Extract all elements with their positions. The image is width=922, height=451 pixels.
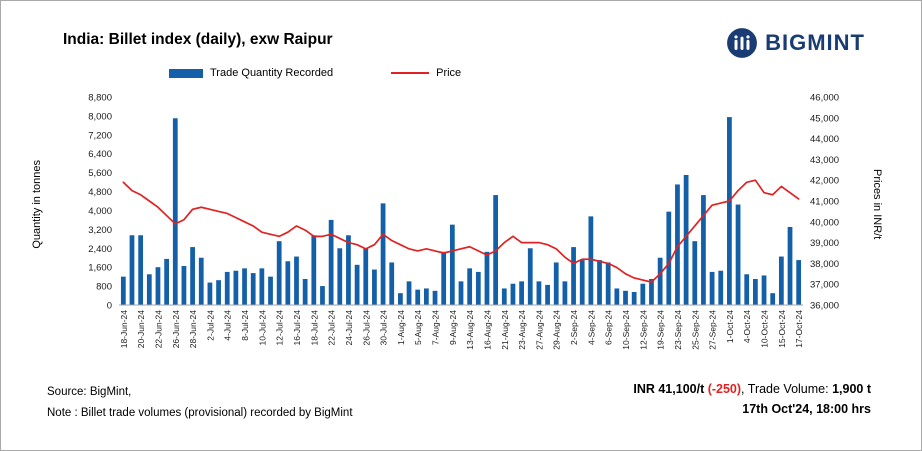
summary-line: INR 41,100/t (-250), Trade Volume: 1,900…: [633, 379, 871, 399]
svg-text:2-Jul-24: 2-Jul-24: [205, 310, 215, 341]
price-summary: INR 41,100/t (-250), Trade Volume: 1,900…: [633, 379, 871, 419]
svg-text:12-Jul-24: 12-Jul-24: [275, 310, 285, 346]
svg-text:36,000: 36,000: [810, 301, 839, 312]
summary-volume-value: 1,900 t: [832, 382, 871, 396]
legend-bar-swatch: [169, 68, 203, 78]
svg-text:23-Aug-24: 23-Aug-24: [517, 310, 527, 350]
svg-text:30-Jul-24: 30-Jul-24: [379, 310, 389, 346]
legend-price-label: Price: [436, 67, 462, 79]
svg-text:26-Jul-24: 26-Jul-24: [361, 310, 371, 346]
svg-text:800: 800: [96, 282, 112, 293]
note-text: Note : Billet trade volumes (provisional…: [47, 407, 353, 420]
svg-text:10-Jul-24: 10-Jul-24: [257, 310, 267, 346]
timestamp-text: 17th Oct'24, 18:00 hrs: [742, 402, 871, 416]
svg-text:22-Jul-24: 22-Jul-24: [327, 310, 337, 346]
quantity-axis-title: Quantity in tonnes: [31, 159, 43, 249]
svg-text:2-Sep-24: 2-Sep-24: [569, 310, 579, 345]
page-title: India: Billet index (daily), exw Raipur: [63, 31, 333, 48]
svg-text:38,000: 38,000: [810, 259, 839, 270]
svg-text:18-Jun-24: 18-Jun-24: [119, 310, 129, 349]
svg-text:41,000: 41,000: [810, 197, 839, 208]
svg-text:3,200: 3,200: [88, 225, 112, 236]
svg-text:37,000: 37,000: [810, 280, 839, 291]
svg-text:27-Sep-24: 27-Sep-24: [708, 310, 718, 350]
legend-item-quantity: Trade Quantity Recorded: [169, 67, 333, 79]
svg-text:1-Aug-24: 1-Aug-24: [396, 310, 406, 345]
svg-text:9-Aug-24: 9-Aug-24: [448, 310, 458, 345]
svg-text:4,000: 4,000: [88, 206, 112, 217]
svg-text:18-Jul-24: 18-Jul-24: [309, 310, 319, 346]
legend-item-price: Price: [391, 67, 461, 79]
svg-text:6-Sep-24: 6-Sep-24: [604, 310, 614, 345]
svg-text:43,000: 43,000: [810, 155, 839, 166]
svg-text:16-Jul-24: 16-Jul-24: [292, 310, 302, 346]
svg-text:1-Oct-24: 1-Oct-24: [725, 310, 735, 343]
svg-text:21-Aug-24: 21-Aug-24: [500, 310, 510, 350]
legend-line-swatch: [391, 71, 430, 75]
source-text: Source: BigMint,: [47, 386, 132, 398]
svg-text:40,000: 40,000: [810, 217, 839, 228]
legend-quantity-label: Trade Quantity Recorded: [210, 67, 334, 79]
svg-text:4,800: 4,800: [88, 187, 112, 198]
chart-legend: Trade Quantity Recorded Price: [169, 67, 461, 79]
svg-text:0: 0: [107, 301, 112, 312]
svg-text:5,600: 5,600: [88, 168, 112, 179]
svg-text:46,000: 46,000: [810, 93, 839, 104]
svg-text:29-Aug-24: 29-Aug-24: [552, 310, 562, 350]
svg-text:4-Sep-24: 4-Sep-24: [586, 310, 596, 345]
svg-text:7-Aug-24: 7-Aug-24: [431, 310, 441, 345]
svg-text:25-Sep-24: 25-Sep-24: [690, 310, 700, 350]
footer-notes: Source: BigMint, Note : Billet trade vol…: [47, 382, 353, 425]
svg-text:12-Sep-24: 12-Sep-24: [638, 310, 648, 350]
svg-text:8,000: 8,000: [88, 111, 112, 122]
svg-text:39,000: 39,000: [810, 238, 839, 249]
svg-text:42,000: 42,000: [810, 176, 839, 187]
svg-text:4-Jul-24: 4-Jul-24: [223, 310, 233, 341]
chart-area: Quantity in tonnes 0 800 1,600 2,400 3,200 4,…: [27, 89, 887, 387]
svg-text:5-Aug-24: 5-Aug-24: [413, 310, 423, 345]
svg-text:10-Sep-24: 10-Sep-24: [621, 310, 631, 350]
svg-text:28-Jun-24: 28-Jun-24: [188, 310, 198, 349]
svg-text:13-Aug-24: 13-Aug-24: [465, 310, 475, 350]
svg-text:6,400: 6,400: [88, 149, 112, 160]
bigmint-logo-icon: [726, 27, 758, 59]
svg-text:24-Jul-24: 24-Jul-24: [344, 310, 354, 346]
svg-text:20-Jun-24: 20-Jun-24: [136, 310, 146, 349]
svg-text:23-Sep-24: 23-Sep-24: [673, 310, 683, 350]
svg-text:2,400: 2,400: [88, 244, 112, 255]
billet-index-chart: 0 800 1,600 2,400 3,200 4,000 4,800 5,600 6,400 7…: [88, 93, 839, 350]
svg-text:16-Aug-24: 16-Aug-24: [482, 310, 492, 350]
svg-text:44,000: 44,000: [810, 134, 839, 145]
price-axis-title: Prices in INR/t: [871, 168, 883, 240]
svg-text:8-Jul-24: 8-Jul-24: [240, 310, 250, 341]
svg-text:7,200: 7,200: [88, 130, 112, 141]
svg-text:15-Oct-24: 15-Oct-24: [777, 310, 787, 348]
svg-text:10-Oct-24: 10-Oct-24: [760, 310, 770, 348]
svg-text:45,000: 45,000: [810, 113, 839, 124]
summary-volume-label: , Trade Volume:: [741, 382, 833, 396]
svg-text:19-Sep-24: 19-Sep-24: [656, 310, 666, 350]
svg-text:27-Aug-24: 27-Aug-24: [534, 310, 544, 350]
svg-text:1,600: 1,600: [88, 263, 112, 274]
bigmint-logo: BIGMINT: [726, 27, 865, 59]
svg-text:4-Oct-24: 4-Oct-24: [742, 310, 752, 343]
svg-text:8,800: 8,800: [88, 93, 112, 104]
svg-text:26-Jun-24: 26-Jun-24: [171, 310, 181, 349]
svg-text:17-Oct-24: 17-Oct-24: [794, 310, 804, 348]
svg-text:22-Jun-24: 22-Jun-24: [153, 310, 163, 349]
summary-price: INR 41,100/t: [633, 382, 708, 396]
summary-change: (-250): [707, 382, 742, 396]
brand-text: BIGMINT: [765, 30, 865, 55]
